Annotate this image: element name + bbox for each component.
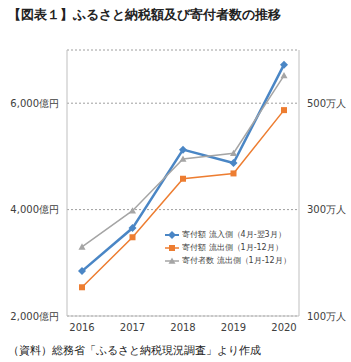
svg-text:2019: 2019 — [221, 322, 246, 333]
html-text:【図表１】ふるさと納税額及び寄付者数の推移: 【図表１】ふるさと納税額及び寄付者数の推移 — [8, 7, 281, 22]
svg-text:2020: 2020 — [271, 322, 296, 333]
svg-text:2016: 2016 — [69, 322, 94, 333]
svg-text:2018: 2018 — [170, 322, 195, 333]
svg-text:300万人: 300万人 — [307, 204, 343, 215]
svg-text:500万人: 500万人 — [307, 98, 343, 109]
svg-text:2,000億円: 2,000億円 — [10, 311, 59, 322]
svg-text:100万人: 100万人 — [307, 311, 343, 322]
svg-text:2017: 2017 — [120, 322, 145, 333]
html-text:寄付額 流出側（1月-12月）: 寄付額 流出側（1月-12月） — [182, 243, 283, 252]
html-text:寄付額 流入側（4月-翌3月）: 寄付額 流入側（4月-翌3月） — [182, 230, 286, 239]
html-text:寄付者数 流出側（1月-12月）: 寄付者数 流出側（1月-12月） — [182, 256, 291, 265]
svg-text:6,000億円: 6,000億円 — [10, 98, 59, 109]
html-text:（資料）総務省「ふるさと納税現況調査」より作成: （資料）総務省「ふるさと納税現況調査」より作成 — [8, 344, 261, 357]
svg-text:4,000億円: 4,000億円 — [10, 204, 59, 215]
